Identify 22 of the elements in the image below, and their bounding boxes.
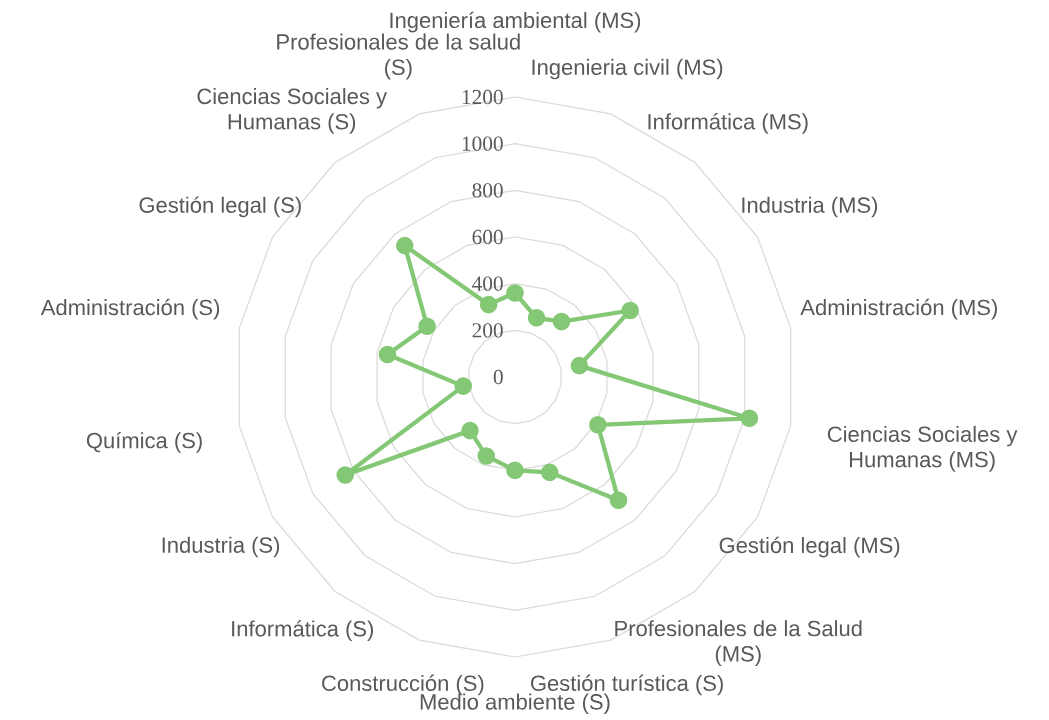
spoke-label: Administración (S): [40, 298, 220, 320]
spoke-label: Ciencias Sociales y Humanas (MS): [827, 425, 1018, 472]
spoke-label: Industria (MS): [742, 196, 878, 218]
y-tick-label: 1000: [462, 136, 503, 151]
spoke-label: Informática (S): [232, 620, 373, 641]
spoke-label: Química (S): [86, 431, 202, 453]
spoke-label: Profesionales de la salud (S): [277, 33, 520, 80]
spoke-label: Ingenieria civil (MS): [532, 58, 723, 80]
y-tick-label: 200: [472, 323, 503, 338]
spoke-label: Gestión legal (S): [139, 196, 301, 218]
spoke-label: Gestión legal (MS): [719, 536, 900, 558]
spoke-label: Profesionales de la Salud (MS): [615, 620, 862, 666]
y-tick-label: 400: [472, 276, 503, 291]
spoke-label: Ciencias Sociales y Humanas (S): [197, 88, 387, 134]
spoke-label: Administración (MS): [800, 298, 997, 320]
spoke-label: Industria (S): [162, 536, 280, 558]
y-tick-label: 0: [493, 369, 503, 385]
y-tick-label: 800: [472, 183, 503, 198]
spoke-label: Informática (MS): [648, 113, 808, 134]
y-tick-label: 1200: [462, 89, 503, 105]
spoke-label: Ingeniería ambiental (MS): [390, 11, 641, 33]
y-tick-label: 600: [472, 229, 503, 245]
